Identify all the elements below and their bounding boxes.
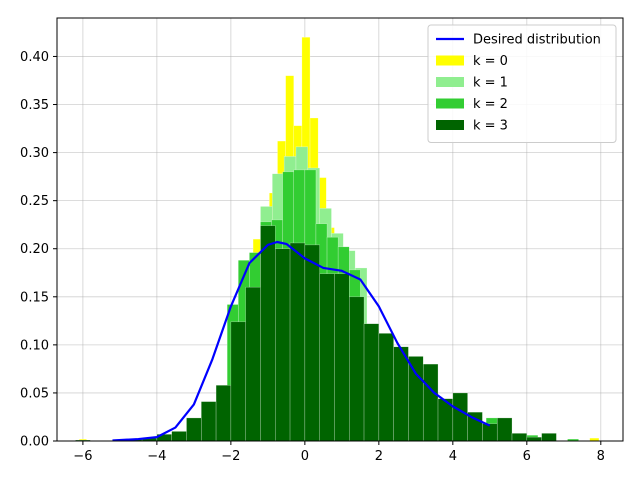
- y-tick-label: 0.15: [20, 290, 49, 305]
- legend-label: k = 2: [473, 97, 508, 112]
- histogram-bar: [393, 346, 409, 441]
- y-tick-label: 0.25: [20, 194, 49, 209]
- histogram-bar: [482, 423, 498, 441]
- legend-label: Desired distribution: [473, 33, 601, 48]
- legend: Desired distribution k = 0 k = 1 k = 2 k = 3: [427, 24, 617, 143]
- histogram-bar: [304, 244, 320, 441]
- histogram-bar: [334, 273, 350, 441]
- legend-label: k = 3: [473, 119, 508, 134]
- histogram-bar: [541, 433, 557, 441]
- x-tick-label: 8: [597, 449, 605, 464]
- histogram-bar: [289, 242, 306, 441]
- y-tick-label: 0.40: [20, 50, 49, 65]
- histogram-bar: [186, 417, 202, 441]
- series-desired-distribution: [112, 240, 491, 441]
- plot-series: [75, 36, 600, 441]
- legend-swatch: [436, 120, 464, 130]
- y-tick-label: 0.00: [20, 435, 49, 450]
- histogram-bar: [363, 323, 380, 441]
- x-tick-label: −6: [73, 449, 92, 464]
- histogram-bar: [408, 356, 424, 441]
- histogram-bar: [422, 363, 439, 441]
- histogram-bar: [230, 321, 246, 441]
- y-tick-label: 0.05: [20, 386, 49, 401]
- histogram-bar: [348, 296, 365, 441]
- x-tick-label: −2: [221, 449, 240, 464]
- histogram-bar: [496, 417, 513, 441]
- axes-frame: [56, 17, 624, 442]
- histogram-bar: [245, 286, 261, 441]
- histogram-bar: [171, 431, 187, 441]
- legend-label: k = 1: [473, 76, 508, 91]
- distribution-line: [112, 240, 491, 441]
- y-axis-ticks: 0.00 0.05 0.10 0.15 0.20 0.25 0.30 0.35 0.40: [20, 50, 57, 450]
- histogram-bar: [378, 333, 394, 441]
- x-axis-ticks: −6 −4 −2 0 2 4 6 8: [73, 441, 605, 464]
- x-tick-label: −4: [147, 449, 166, 464]
- x-tick-label: 0: [301, 449, 309, 464]
- y-tick-label: 0.20: [20, 242, 49, 257]
- legend-swatch: [436, 55, 464, 66]
- legend-box: [427, 24, 617, 143]
- legend-label: k = 0: [473, 54, 508, 69]
- x-tick-label: 2: [375, 449, 383, 464]
- histogram-bar: [260, 225, 276, 441]
- y-tick-label: 0.35: [20, 98, 49, 113]
- histogram-bar: [319, 273, 335, 441]
- x-tick-label: 6: [523, 449, 531, 464]
- histogram-bar: [201, 401, 217, 441]
- histogram-bar: [526, 436, 542, 441]
- series-k-3: [75, 225, 557, 441]
- histogram-bar: [215, 384, 232, 441]
- histogram-bar: [511, 433, 528, 441]
- legend-swatch: [436, 77, 464, 87]
- x-tick-label: 4: [449, 449, 457, 464]
- y-tick-label: 0.30: [20, 146, 49, 161]
- y-tick-label: 0.10: [20, 338, 49, 353]
- legend-swatch: [436, 98, 464, 109]
- histogram-bar: [452, 392, 468, 441]
- histogram-bar: [275, 248, 291, 441]
